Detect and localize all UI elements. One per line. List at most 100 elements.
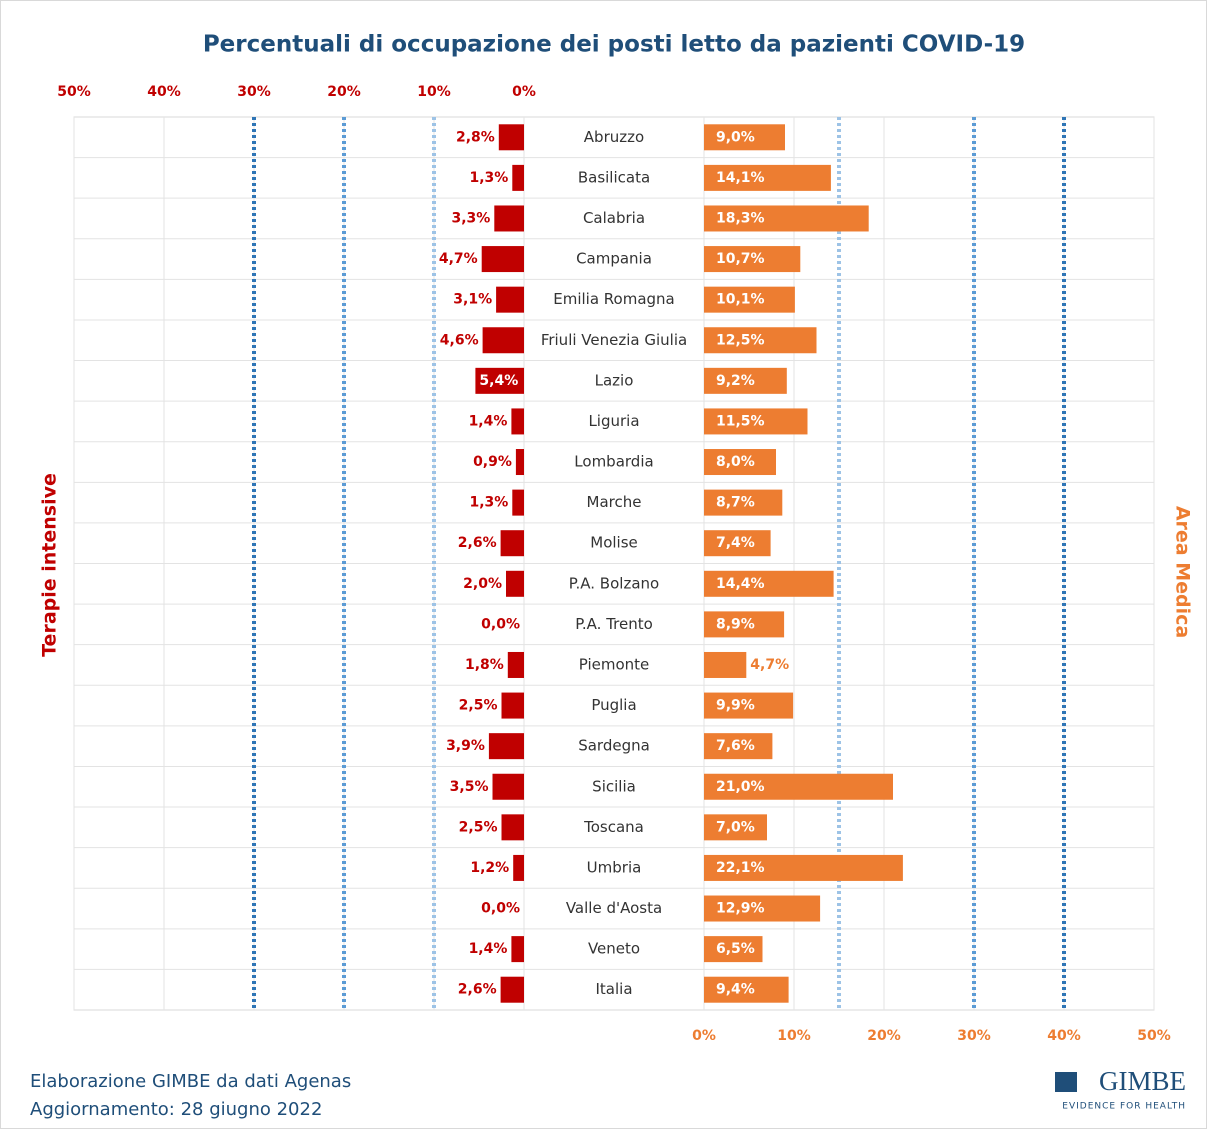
value-label: 4,6% [440,332,479,348]
category-label: Toscana [583,818,644,836]
value-label: 3,1% [453,292,492,308]
value-label: 21,0% [716,779,765,795]
value-label: 2,5% [459,819,498,835]
value-label: 1,2% [470,860,509,876]
value-label: 2,5% [459,698,498,714]
category-label: Molise [590,534,638,552]
value-label: 1,3% [469,495,508,511]
value-label: 1,3% [469,170,508,186]
value-label: 6,5% [716,941,755,957]
value-label: 3,9% [446,738,485,754]
logo-tagline: EVIDENCE FOR HEALTH [1062,1102,1186,1112]
value-label: 1,4% [469,413,508,429]
bar [481,246,524,273]
bar [704,530,771,557]
value-label: 12,5% [716,332,765,348]
value-label: 2,6% [458,535,497,551]
bar [704,936,763,963]
category-label: Sardegna [578,737,650,755]
x-tick-label: 50% [1137,1028,1171,1044]
logo: GIMBE EVIDENCE FOR HEALTH [1055,1066,1186,1112]
category-label: Veneto [588,940,640,958]
category-label: Abruzzo [584,128,644,146]
bar [511,408,524,435]
bar [704,692,794,719]
value-label: 1,8% [465,657,504,673]
bar [704,895,821,922]
logo-text: GIMBE [1099,1066,1186,1096]
category-label: Lombardia [574,453,653,471]
bar [494,205,524,232]
bar [704,651,747,678]
value-label: 2,8% [456,129,495,145]
value-label: 9,0% [716,129,755,145]
series-label: Terapie intensive [39,473,61,657]
bar [704,124,785,151]
value-label: 14,4% [716,576,765,592]
x-tick-label: 30% [237,84,271,100]
x-tick-label: 40% [147,84,181,100]
category-label: Emilia Romagna [553,290,675,308]
category-label: Piemonte [579,655,650,673]
value-label: 5,4% [479,373,518,389]
value-label: 11,5% [716,413,765,429]
category-label: Puglia [591,696,636,714]
bar [704,611,785,638]
bar [704,449,776,476]
series-label: Area Medica [1172,506,1194,638]
x-tick-label: 0% [512,84,536,100]
value-label: 7,6% [716,738,755,754]
bar [511,936,524,963]
value-label: 12,9% [716,901,765,917]
category-label: P.A. Trento [575,615,653,633]
x-tick-label: 30% [957,1028,991,1044]
bar [704,489,783,516]
bar [492,773,524,800]
value-label: 10,1% [716,292,765,308]
x-tick-label: 10% [777,1028,811,1044]
category-label: P.A. Bolzano [569,574,659,592]
bar [704,733,773,760]
value-label: 2,6% [458,982,497,998]
value-label: 9,9% [716,698,755,714]
bar [482,327,524,354]
category-label: Umbria [587,858,642,876]
source: Elaborazione GIMBE da dati Agenas [30,1071,351,1092]
x-tick-label: 20% [867,1028,901,1044]
bar [704,814,767,841]
bar [500,976,524,1003]
bar [704,367,787,394]
value-label: 2,0% [463,576,502,592]
category-label: Italia [595,980,632,998]
value-label: 8,0% [716,454,755,470]
bar [496,286,524,313]
value-label: 18,3% [716,210,765,226]
x-tick-label: 0% [692,1028,716,1044]
value-label: 3,3% [451,210,490,226]
bar [500,530,524,557]
value-label: 10,7% [716,251,765,267]
category-label: Lazio [595,371,634,389]
category-label: Campania [576,250,652,268]
bar [704,327,817,354]
bar [704,570,834,597]
bar [507,651,524,678]
value-label: 9,4% [716,982,755,998]
category-label: Friuli Venezia Giulia [541,331,687,349]
bar [704,286,795,313]
category-label: Valle d'Aosta [566,899,662,917]
bar [515,449,524,476]
category-label: Basilicata [578,168,650,186]
value-label: 7,0% [716,819,755,835]
bar [704,773,893,800]
value-label: 4,7% [439,251,478,267]
value-label: 8,7% [716,495,755,511]
bar [704,854,903,881]
value-label: 4,7% [750,657,789,673]
x-tick-label: 10% [417,84,451,100]
bar [475,367,524,394]
category-label: Marche [587,493,642,511]
category-label: Calabria [583,209,645,227]
